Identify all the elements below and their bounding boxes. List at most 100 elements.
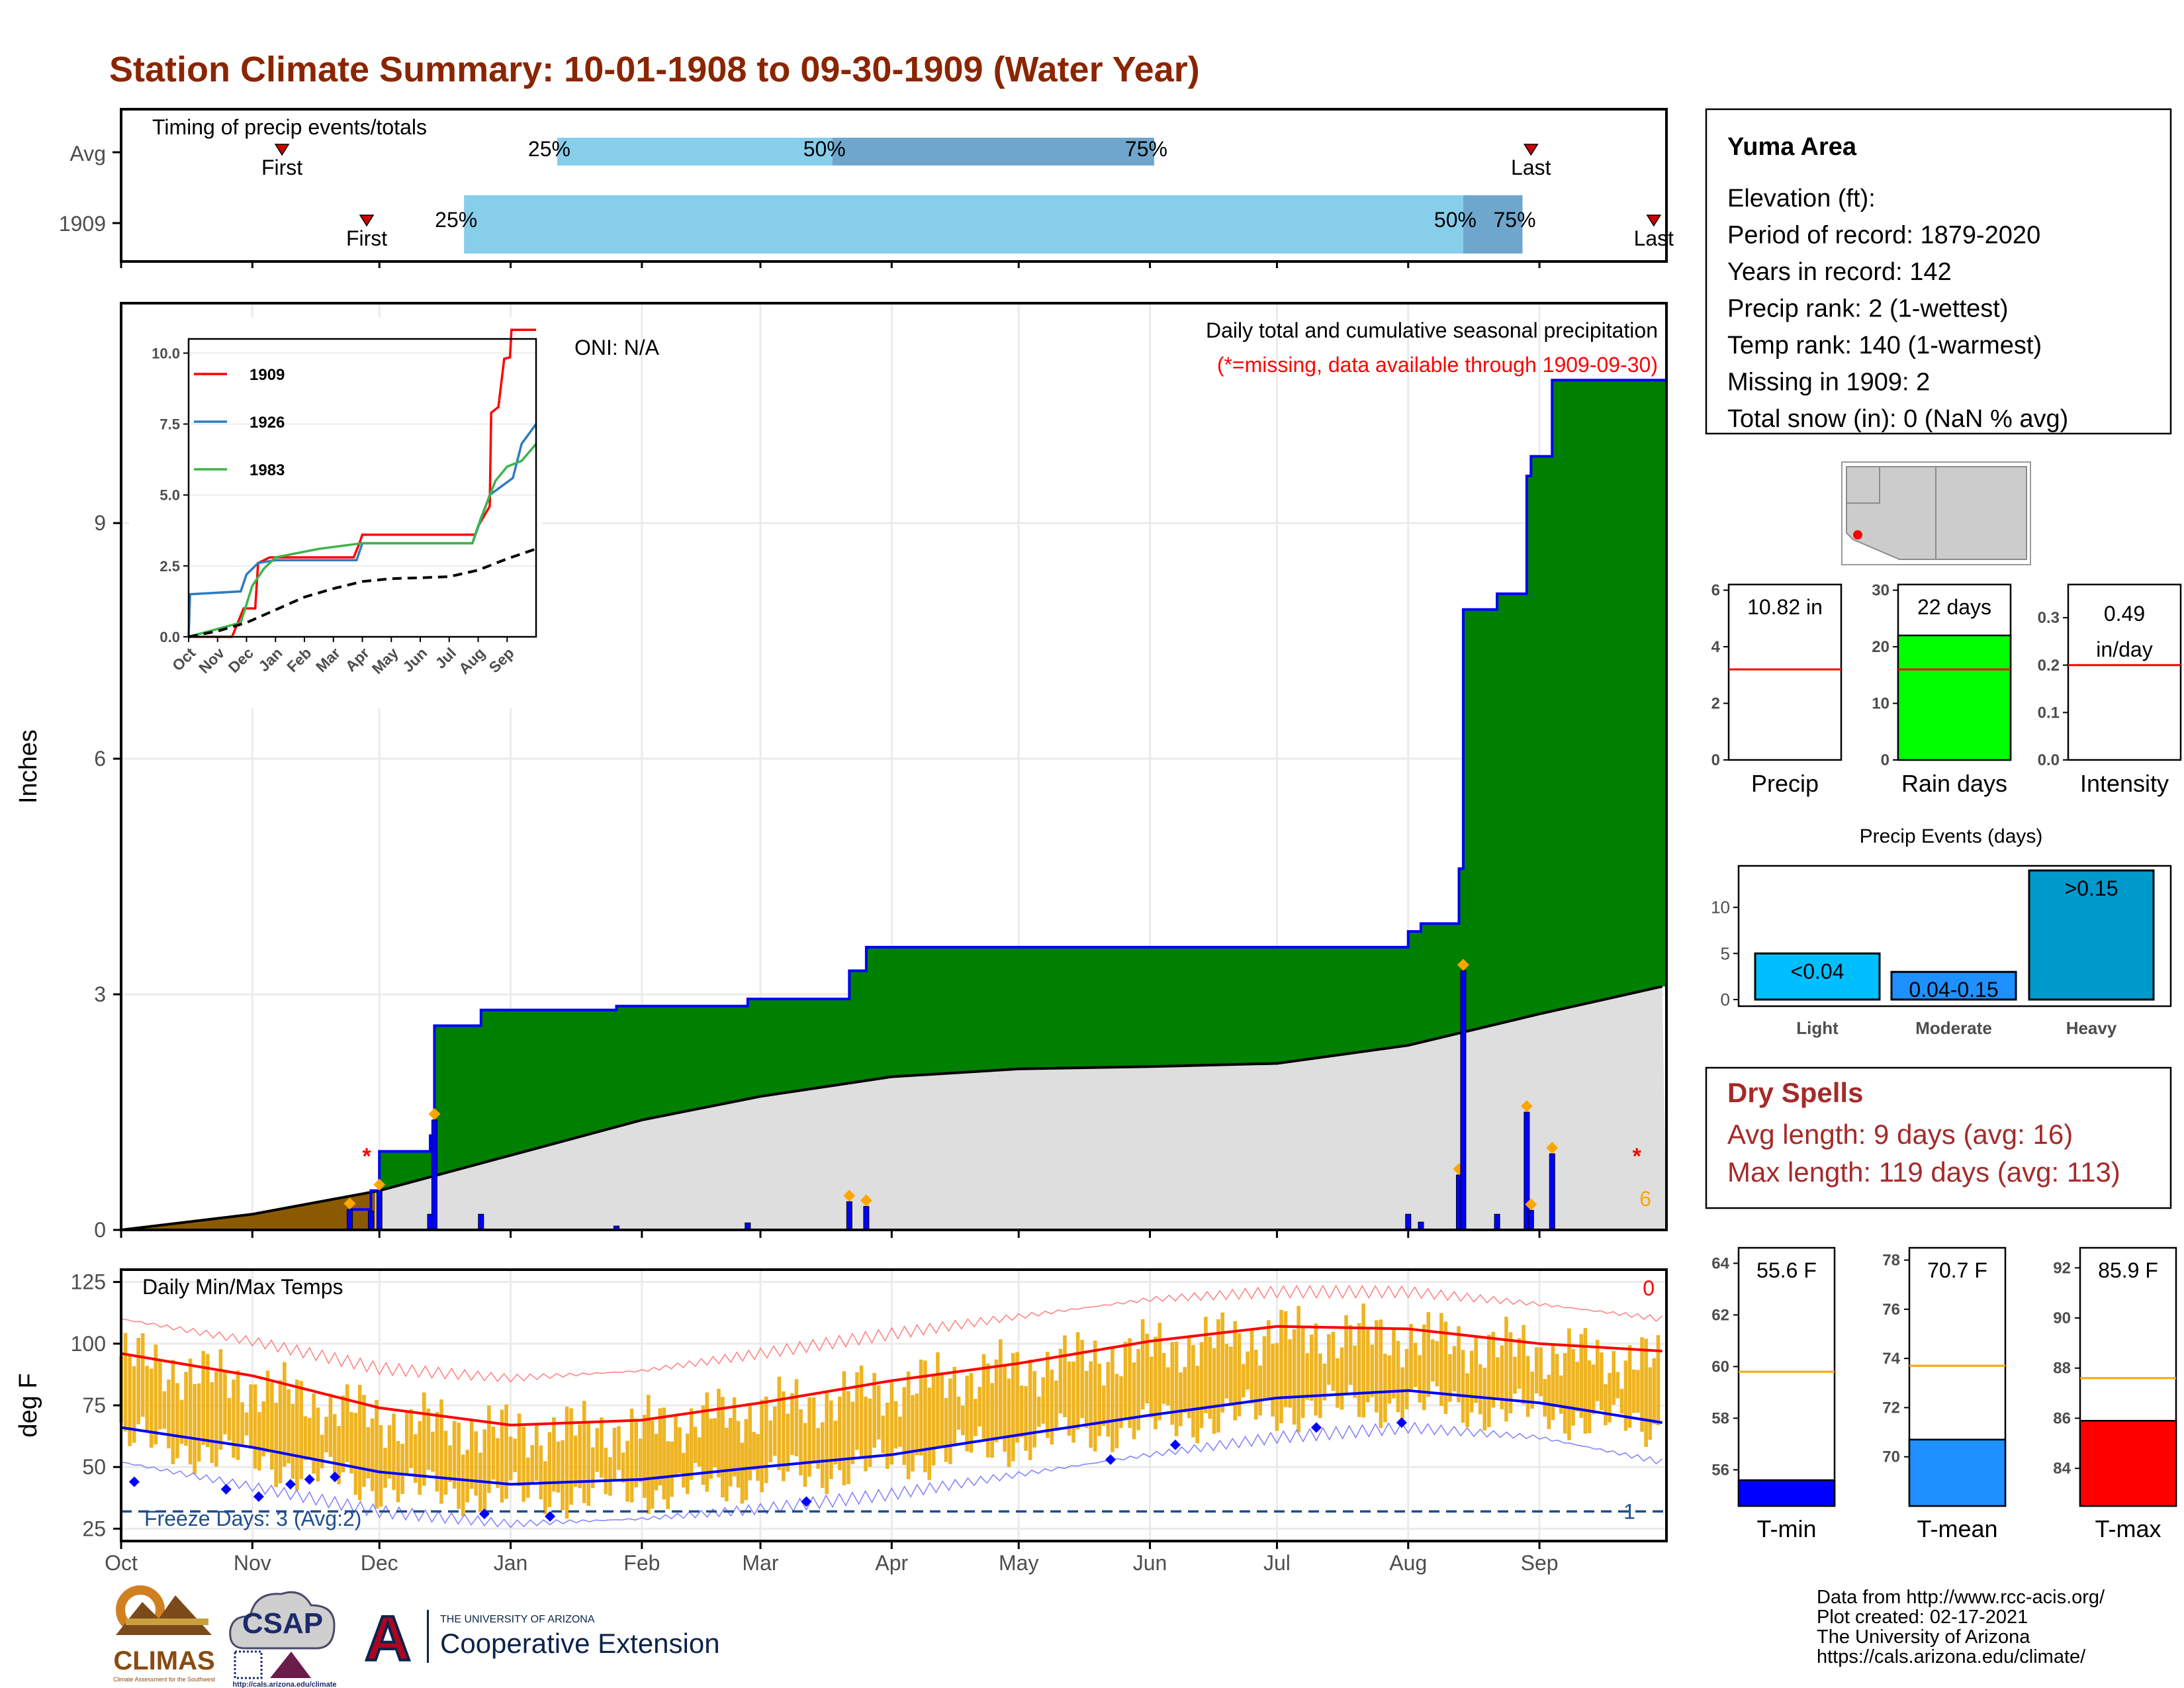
- daily-temp-bar: [1587, 1360, 1592, 1434]
- daily-temp-bar: [629, 1409, 634, 1503]
- average-precip-area: [121, 986, 1666, 1230]
- daily-temp-bar: [936, 1352, 940, 1447]
- record-low-diamond: [253, 1491, 264, 1502]
- daily-temp-bar: [855, 1372, 859, 1450]
- daily-temp-bar: [366, 1427, 371, 1479]
- daily-temp-bar: [1517, 1338, 1522, 1389]
- daily-temp-bar: [600, 1417, 604, 1478]
- temperature-summary-bars: 56 58 60 62 64 55.6 F T-min 70 72 74 76 78 70.7 F T-m…: [1711, 1246, 2177, 1542]
- precip-y-tick-label: 9: [94, 511, 106, 535]
- inset-line-average: [188, 547, 537, 638]
- timing-avg-first-marker: [274, 144, 290, 156]
- daily-temp-bar: [1353, 1345, 1357, 1398]
- record-low-diamond: [1169, 1439, 1181, 1450]
- daily-precip-bar: [367, 1211, 374, 1231]
- daily-temp-bar: [409, 1409, 413, 1468]
- daily-temp-bar: [1046, 1352, 1050, 1438]
- daily-temp-bar: [807, 1397, 811, 1477]
- daily-temp-bar: [1396, 1340, 1400, 1413]
- daily-temp-bar: [556, 1441, 561, 1493]
- daily-temp-bar: [713, 1418, 717, 1468]
- station-info-line: Elevation (ft):: [1727, 185, 1876, 212]
- event-bar-label-0: <0.04: [1791, 959, 1844, 983]
- daily-temp-bar: [362, 1395, 366, 1487]
- daily-temp-bar: [128, 1354, 132, 1446]
- daily-temp-bar: [287, 1389, 291, 1464]
- mini-bar-tick-label: 0.0: [2038, 751, 2060, 769]
- timing-avg-last-label: Last: [1511, 156, 1551, 179]
- temp-grid: [120, 1270, 1666, 1541]
- daily-temp-bar: [1392, 1329, 1396, 1399]
- climas-wordmark: CLIMAS: [113, 1646, 214, 1675]
- daily-temp-bar: [154, 1344, 158, 1444]
- daily-temp-bar: [728, 1417, 733, 1487]
- daily-temp-bar: [162, 1391, 167, 1429]
- event-category-1: Moderate: [1915, 1018, 1992, 1038]
- daily-temp-bar: [431, 1431, 435, 1472]
- precip-title: Daily total and cumulative seasonal prec…: [1206, 318, 1658, 342]
- precip-deficit-area: [121, 1192, 375, 1230]
- temp-bar-value-1: [1908, 1438, 2007, 1507]
- daily-temp-bar: [820, 1422, 825, 1488]
- dry-spells-title: Dry Spells: [1727, 1077, 1863, 1108]
- csap-logo: CSAP http://cals.arizona.edu/climate: [229, 1591, 337, 1688]
- month-tick-label: Jul: [1263, 1551, 1291, 1575]
- oni-label: ONI: N/A: [574, 336, 660, 359]
- temp-line-normal-min: [120, 1389, 1662, 1486]
- daily-temp-bar: [612, 1427, 617, 1480]
- daily-temp-bar: [573, 1435, 578, 1487]
- daily-temp-bar: [768, 1420, 773, 1462]
- daily-temp-bar: [646, 1395, 651, 1515]
- daily-temp-bar: [517, 1413, 522, 1486]
- daily-temp-bar: [859, 1365, 864, 1458]
- daily-temp-bar: [1422, 1325, 1426, 1411]
- mini-bar-value-label-1: 22 days: [1917, 595, 1991, 619]
- missing-day-marker: *: [1633, 1144, 1642, 1169]
- daily-temp-bar: [582, 1401, 586, 1503]
- daily-temp-bar: [999, 1339, 1003, 1437]
- daily-temp-bar: [842, 1371, 846, 1485]
- daily-temp-bar: [400, 1444, 404, 1494]
- daily-precip-bar: [478, 1213, 484, 1231]
- precip-y-tick-label: 0: [94, 1218, 106, 1242]
- daily-temp-bar: [1318, 1353, 1322, 1419]
- timing-year-last-marker: [1646, 214, 1662, 227]
- month-tick-label: Apr: [875, 1551, 908, 1575]
- daily-precip-diamond: [860, 1194, 872, 1207]
- daily-temp-bar: [1619, 1389, 1624, 1414]
- daily-temp-bar: [740, 1442, 745, 1504]
- daily-temp-bar: [1019, 1385, 1024, 1438]
- daily-temp-bar: [1170, 1342, 1175, 1425]
- daily-temp-bar: [1648, 1367, 1653, 1440]
- daily-temp-bar: [1563, 1352, 1567, 1434]
- daily-temp-bar: [1465, 1373, 1469, 1427]
- daily-temp-bar: [786, 1413, 790, 1472]
- timing-bar-year-25-50: [464, 195, 1463, 254]
- temp-bar-value-0: [1737, 1479, 1836, 1507]
- event-bar-label-2: >0.15: [2065, 876, 2118, 900]
- daily-temp-bar: [1075, 1332, 1080, 1430]
- daily-temp-bar: [1093, 1340, 1097, 1452]
- daily-temp-bar: [530, 1444, 535, 1482]
- daily-temp-bar: [1208, 1336, 1212, 1419]
- daily-temp-bar: [1309, 1335, 1314, 1401]
- station-frame: [1705, 108, 2172, 435]
- month-tick-label: Nov: [234, 1551, 271, 1575]
- daily-temp-bar: [1174, 1341, 1179, 1436]
- daily-temp-bar: [885, 1402, 889, 1469]
- daily-precip-bar: [1460, 970, 1467, 1231]
- inset-legend-label: 1909: [250, 366, 285, 384]
- daily-temp-bar: [316, 1407, 320, 1481]
- daily-temp-bar: [744, 1419, 749, 1501]
- daily-temp-bar: [341, 1395, 345, 1473]
- daily-temp-bar: [232, 1379, 236, 1458]
- timing-title: Timing of precip events/totals: [152, 115, 427, 139]
- daily-temp-bar: [944, 1397, 948, 1462]
- daily-precip-bar: [1494, 1213, 1500, 1231]
- mini-bar-label-0: Precip: [1751, 770, 1819, 797]
- daily-temp-bar: [666, 1441, 670, 1509]
- daily-temp-bar: [1179, 1372, 1183, 1427]
- record-low-diamond: [478, 1509, 490, 1519]
- temp-bar-tick-label: 70: [1882, 1448, 1900, 1466]
- page-title: Station Climate Summary: 10-01-1908 to 0…: [109, 50, 1200, 89]
